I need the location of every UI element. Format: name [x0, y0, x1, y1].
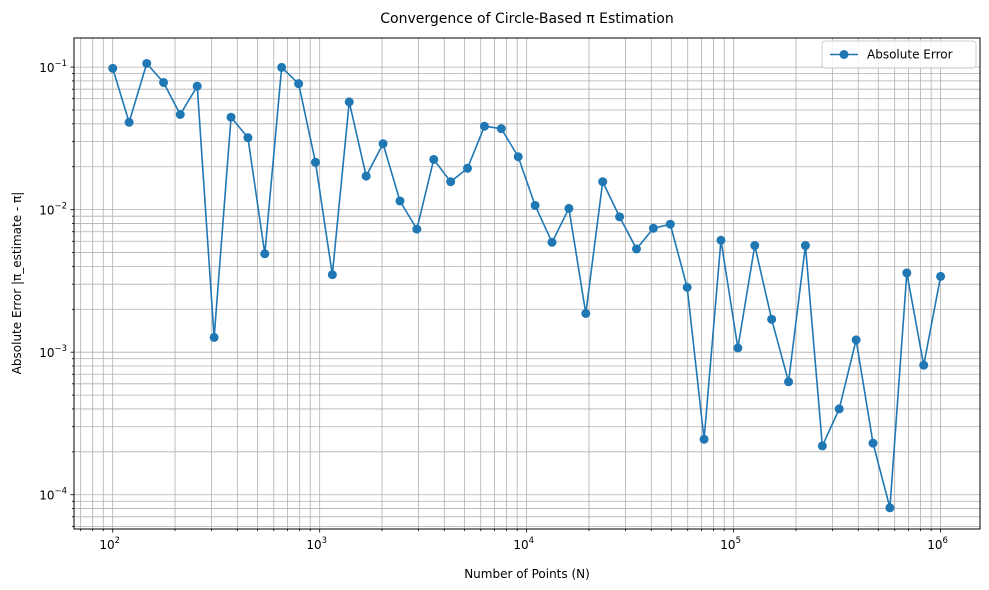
- y-tick-label: 10−2: [39, 202, 67, 218]
- data-point: [767, 314, 777, 324]
- data-point: [378, 139, 388, 149]
- data-point: [868, 438, 878, 448]
- data-point: [209, 332, 219, 342]
- data-point: [665, 219, 675, 229]
- data-point: [226, 112, 236, 122]
- data-point: [142, 58, 152, 68]
- y-tick-label: 10−4: [39, 487, 67, 503]
- data-point: [277, 62, 287, 72]
- data-point: [716, 235, 726, 245]
- legend: Absolute Error: [821, 40, 977, 69]
- data-point: [784, 377, 794, 387]
- data-point: [124, 117, 134, 127]
- data-point: [936, 271, 946, 281]
- y-axis-label: Absolute Error |π_estimate - π|: [10, 192, 24, 375]
- data-point: [344, 97, 354, 107]
- data-point: [294, 79, 304, 89]
- series-line: [111, 62, 942, 509]
- x-axis-label: Number of Points (N): [464, 567, 590, 581]
- data-point: [446, 177, 456, 187]
- data-point: [885, 503, 895, 513]
- data-point: [463, 163, 473, 173]
- legend-label: Absolute Error: [867, 48, 953, 62]
- y-tick-label: 10−3: [39, 344, 67, 360]
- data-point: [834, 404, 844, 414]
- data-point: [412, 224, 422, 234]
- data-point: [513, 152, 523, 162]
- data-point: [615, 212, 625, 222]
- data-point: [547, 237, 557, 247]
- data-point: [699, 434, 709, 444]
- data-point: [108, 63, 118, 73]
- data-point: [648, 223, 658, 233]
- data-point: [175, 110, 185, 119]
- data-point: [631, 244, 641, 254]
- data-point: [817, 441, 827, 451]
- x-tick-label: 106: [927, 536, 948, 552]
- data-point: [919, 360, 929, 370]
- data-point: [192, 81, 202, 91]
- data-point: [243, 133, 253, 143]
- x-tick-label: 102: [99, 536, 120, 552]
- x-tick-label: 105: [720, 536, 741, 552]
- data-point: [800, 241, 810, 251]
- data-point: [395, 196, 405, 206]
- legend-frame: [821, 40, 977, 69]
- data-point: [361, 171, 371, 181]
- legend-marker: [839, 50, 849, 59]
- data-point: [581, 308, 591, 318]
- x-tick-label: 103: [306, 536, 327, 552]
- chart-title: Convergence of Circle-Based π Estimation: [380, 11, 673, 27]
- data-point: [159, 77, 169, 87]
- data-point: [327, 270, 337, 280]
- data-point: [260, 249, 270, 259]
- data-point: [733, 343, 743, 353]
- data-point: [496, 124, 506, 134]
- data-point: [564, 203, 574, 213]
- data-point: [902, 268, 912, 278]
- data-point: [598, 177, 608, 187]
- ticks: 102 103 104 105 106 10−4 10−3 10−2 10−1: [39, 59, 948, 552]
- data-point: [479, 121, 489, 131]
- x-tick-label: 104: [513, 536, 534, 552]
- data-point: [429, 154, 439, 164]
- y-tick-label: 10−1: [39, 59, 67, 75]
- data-point: [310, 157, 320, 167]
- data-point: [851, 335, 861, 345]
- series-absolute-error: [108, 58, 946, 513]
- data-point: [530, 200, 540, 210]
- data-point: [750, 241, 760, 251]
- data-point: [682, 282, 692, 292]
